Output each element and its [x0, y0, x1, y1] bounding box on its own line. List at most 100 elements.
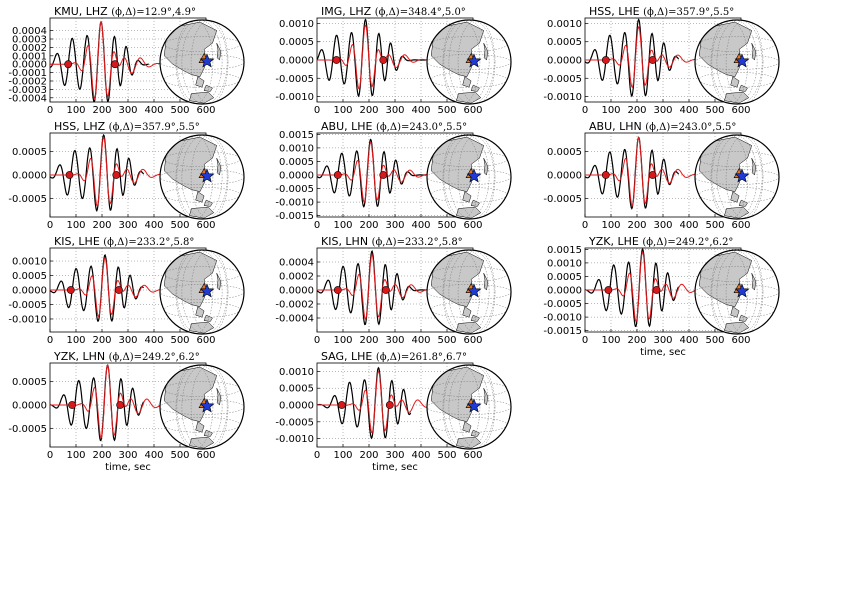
- x-tick-label: 400: [411, 335, 430, 346]
- panel-title-phi-delta-value: =233.2°,5.8°: [128, 237, 194, 248]
- globe-land: [163, 366, 222, 449]
- x-tick-label: 0: [314, 105, 320, 116]
- meridian-line: [457, 250, 496, 334]
- y-tick-label: -0.0005: [275, 417, 314, 428]
- meridian-line: [176, 20, 223, 104]
- x-tick-label: 600: [196, 105, 215, 116]
- window-marker-point: [333, 286, 342, 294]
- meridian-line: [190, 20, 229, 104]
- land-polygon: [483, 387, 489, 406]
- globe-map-icon: [426, 249, 512, 335]
- x-tick-label: 400: [411, 105, 430, 116]
- globe-land: [430, 21, 489, 104]
- y-tick-label: -0.0010: [275, 92, 314, 103]
- y-tick-label: -0.0015: [275, 211, 314, 222]
- observed-waveform-line: [50, 133, 145, 213]
- y-tick-label: 0.0004: [12, 26, 47, 37]
- land-polygon: [456, 91, 482, 104]
- panel-title-phi-delta-value: =12.9°,4.9°: [136, 7, 196, 18]
- globe-map-icon: [159, 19, 245, 105]
- x-tick-label: 200: [92, 335, 111, 346]
- meridian-line: [181, 135, 228, 219]
- epicenter-star-icon: [199, 53, 215, 68]
- land-polygon: [724, 206, 750, 219]
- x-tick-label: 0: [47, 450, 53, 461]
- meridian-line: [442, 250, 481, 334]
- panel-title-phi-delta-symbol: (ϕ,Δ): [643, 7, 668, 18]
- y-tick-label: -0.0005: [543, 299, 582, 310]
- globe-map-icon: [159, 249, 245, 335]
- land-polygon: [216, 272, 222, 291]
- y-tick-label: 0.0010: [547, 19, 582, 30]
- y-tick-label: -0.0005: [543, 194, 582, 205]
- panel-title-station: IMG, LHZ: [321, 5, 375, 18]
- y-tick-label: 0.0010: [547, 258, 582, 269]
- meridian-line: [181, 250, 228, 334]
- meridian-line: [716, 135, 763, 219]
- panel-title: YZK, LHN (ϕ,Δ)=249.2°,6.2°: [53, 350, 200, 363]
- x-tick-label: 0: [582, 105, 588, 116]
- window-marker-point: [68, 401, 76, 409]
- meridian-line: [175, 250, 214, 334]
- x-tick-label: 600: [196, 335, 215, 346]
- y-tick-label: 0.0000: [279, 401, 314, 412]
- y-tick-label: -0.0010: [543, 92, 582, 103]
- x-tick-label: 100: [333, 105, 352, 116]
- panel-title-phi-delta-symbol: (ϕ,Δ): [376, 352, 401, 363]
- meridian-line: [448, 365, 495, 449]
- meridian-line: [175, 20, 214, 104]
- meridian-line: [448, 135, 495, 219]
- window-marker-point: [652, 286, 661, 294]
- y-tick-label: 0.0010: [279, 143, 314, 154]
- chart-panel: YZK, LHE (ϕ,Δ)=249.2°,6.2° 0 100 200 300 400 5…: [543, 235, 750, 358]
- x-tick-label: 600: [463, 450, 482, 461]
- meridian-line: [448, 20, 495, 104]
- y-tick-label: 0.0001: [12, 51, 47, 62]
- land-polygon: [751, 272, 757, 291]
- panel-title: ABU, LHE (ϕ,Δ)=243.0°,5.5°: [321, 120, 467, 133]
- meridian-line: [442, 365, 481, 449]
- window-marker-point: [111, 60, 119, 69]
- meridian-line: [716, 250, 763, 334]
- panel-title-phi-delta-symbol: (ϕ,Δ): [109, 122, 134, 133]
- land-polygon: [751, 42, 757, 61]
- panel-title-phi-delta-value: =249.2°,6.2°: [667, 237, 733, 248]
- window-marker-point: [65, 171, 74, 179]
- x-axis-label: time, sec: [640, 347, 686, 358]
- x-tick-label: 200: [359, 450, 378, 461]
- land-polygon: [456, 436, 482, 449]
- x-tick-label: 300: [385, 220, 404, 231]
- y-tick-label: -0.0010: [275, 434, 314, 445]
- x-tick-label: 400: [411, 450, 430, 461]
- x-tick-label: 300: [385, 335, 404, 346]
- meridian-line: [725, 20, 764, 104]
- globe-land: [430, 136, 489, 219]
- meridian-line: [710, 20, 749, 104]
- y-tick-label: 0.0005: [12, 147, 47, 158]
- globe-land: [698, 136, 757, 219]
- y-tick-label: -0.0001: [8, 68, 47, 79]
- x-tick-label: 400: [679, 105, 698, 116]
- x-tick-label: 100: [333, 220, 352, 231]
- y-tick-label: -0.0004: [8, 93, 47, 104]
- window-marker-point: [112, 171, 121, 179]
- panel-title-phi-delta-value: =348.4°,5.0°: [400, 7, 466, 18]
- globe-outline: [426, 364, 512, 450]
- epicenter-star-icon: [199, 398, 215, 413]
- meridian-line: [725, 135, 764, 219]
- x-tick-label: 500: [437, 105, 456, 116]
- epicenter-star-icon: [466, 283, 482, 298]
- x-tick-label: 100: [333, 335, 352, 346]
- x-tick-label: 300: [385, 450, 404, 461]
- x-tick-label: 0: [582, 220, 588, 231]
- x-tick-label: 200: [359, 220, 378, 231]
- x-tick-label: 200: [627, 335, 646, 346]
- panel-title: HSS, LHZ (ϕ,Δ)=357.9°,5.5°: [54, 120, 200, 133]
- panel-title-station: KIS, LHN: [321, 235, 372, 248]
- x-tick-label: 500: [437, 450, 456, 461]
- window-marker-point: [116, 401, 125, 409]
- meridian-line: [175, 365, 214, 449]
- x-tick-label: 500: [705, 335, 724, 346]
- chart-panel: ABU, LHE (ϕ,Δ)=243.0°,5.5° 0 100 200 300 400 5…: [275, 120, 482, 231]
